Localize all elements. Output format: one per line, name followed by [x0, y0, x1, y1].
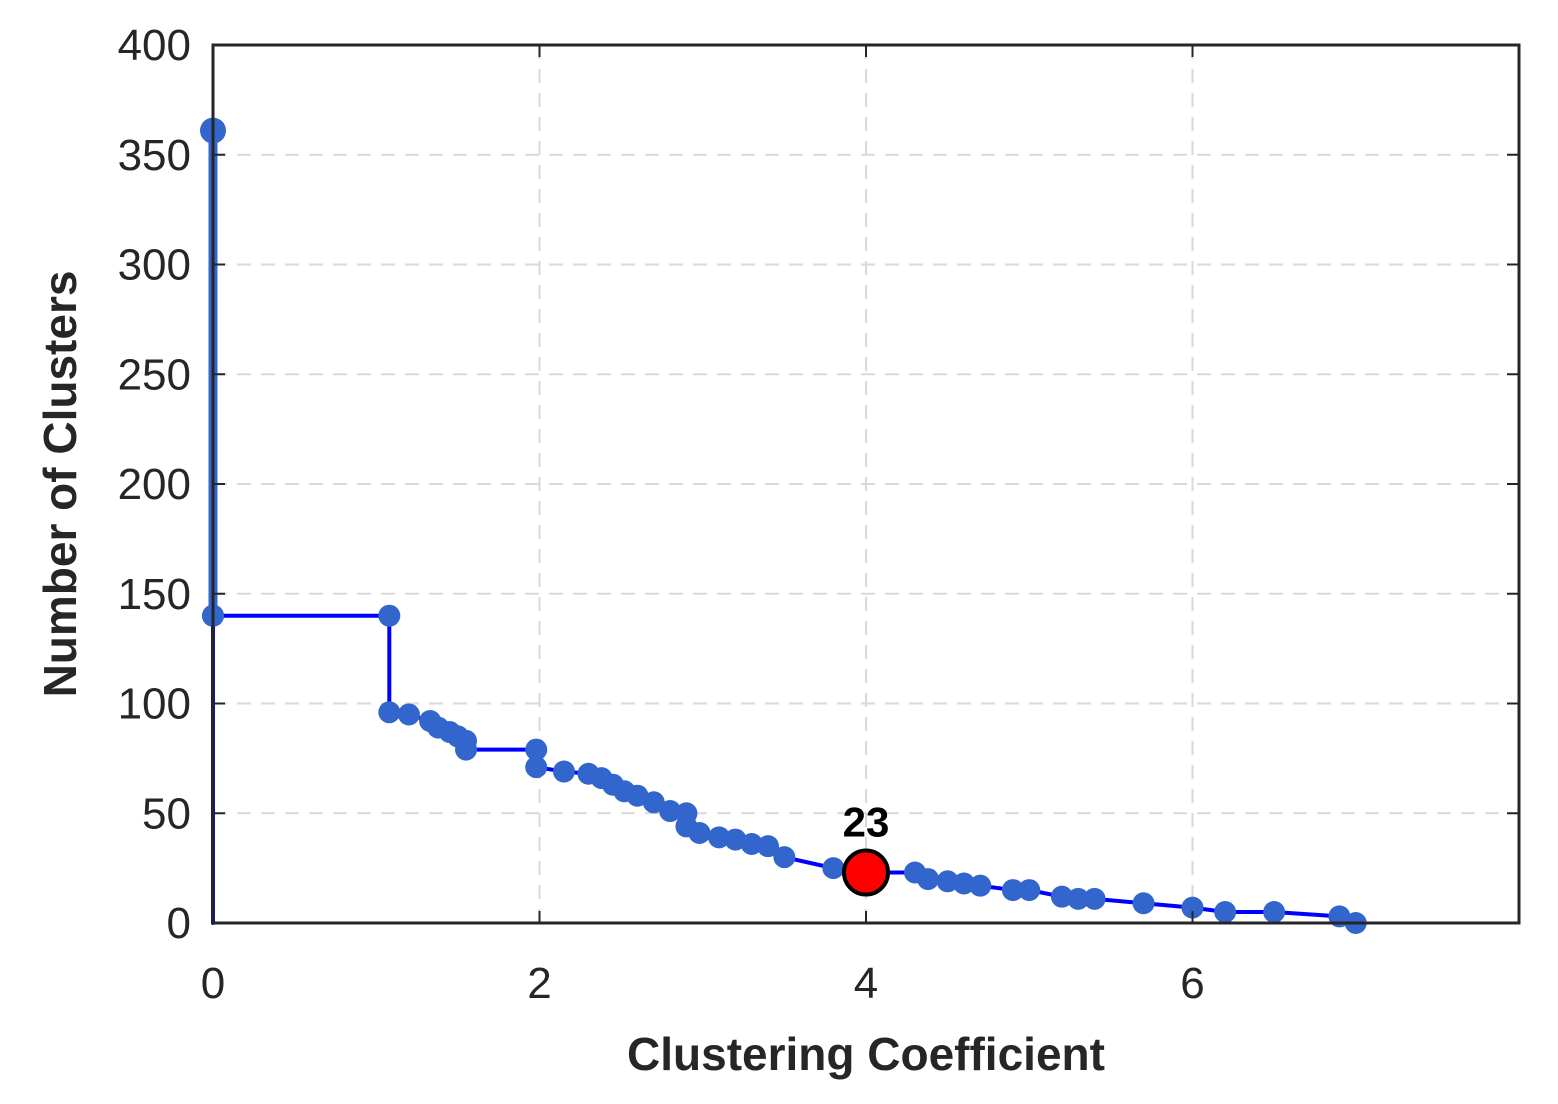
data-point: [397, 703, 420, 726]
data-point: [378, 604, 401, 627]
y-tick-label: 250: [118, 350, 191, 399]
data-point: [708, 826, 731, 849]
data-point: [642, 791, 665, 814]
x-axis-title: Clustering Coefficient: [627, 1028, 1105, 1080]
grid: [213, 45, 1519, 923]
data-point: [936, 870, 959, 893]
data-point: [659, 800, 682, 823]
data-point: [525, 738, 548, 761]
data-point: [773, 846, 796, 869]
data-point: [917, 868, 940, 891]
data-point: [1083, 887, 1106, 910]
data-point: [757, 835, 780, 858]
data-point: [525, 756, 548, 779]
data-point: [1181, 896, 1204, 919]
y-tick-label: 400: [118, 21, 191, 70]
x-tick-label: 6: [1180, 959, 1204, 1008]
y-tick-label: 350: [118, 131, 191, 180]
y-axis-ticks: 0 50 100 150 200 250 300 350 400: [118, 21, 1519, 948]
x-axis-ticks: 0 2 4 6: [201, 45, 1205, 1008]
x-tick-label: 4: [854, 959, 878, 1008]
data-point: [552, 760, 575, 783]
y-tick-label: 0: [167, 899, 191, 948]
y-tick-label: 200: [118, 460, 191, 509]
data-point: [1132, 892, 1155, 915]
x-tick-label: 2: [527, 959, 551, 1008]
annotation-layer: 23: [842, 799, 890, 897]
annotation-label: 23: [843, 799, 890, 846]
y-axis-title: Number of Clusters: [34, 271, 86, 698]
highlight-point: [842, 848, 890, 897]
data-point: [1050, 885, 1073, 908]
data-point: [1001, 879, 1024, 902]
data-point: [455, 738, 478, 761]
y-tick-label: 150: [118, 570, 191, 619]
data-point: [1067, 887, 1090, 910]
y-tick-label: 50: [142, 789, 191, 838]
data-point: [688, 822, 711, 845]
data-point: [1214, 901, 1237, 924]
y-tick-label: 100: [118, 680, 191, 729]
data-point: [1263, 901, 1286, 924]
data-point: [969, 874, 992, 897]
data-point: [740, 832, 763, 855]
x-tick-label: 0: [201, 959, 225, 1008]
data-point: [952, 872, 975, 895]
y-tick-label: 300: [118, 241, 191, 290]
data-point: [822, 857, 845, 880]
data-point: [378, 701, 401, 724]
data-point: [1018, 879, 1041, 902]
